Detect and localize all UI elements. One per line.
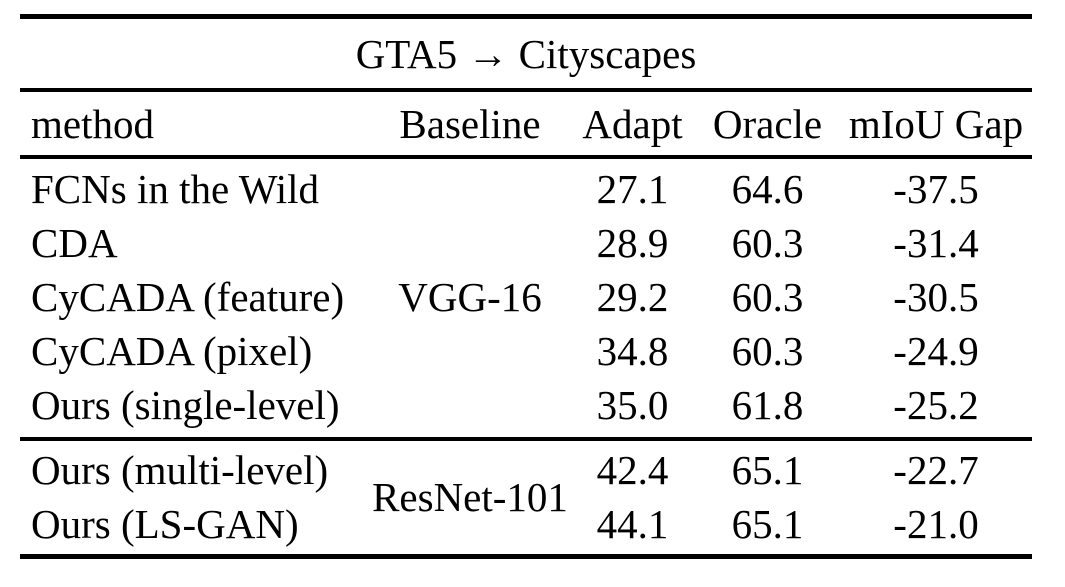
miou-gap-value: -37.5 xyxy=(893,166,979,212)
top-rule xyxy=(20,14,1032,19)
group-separator-rule xyxy=(20,437,1032,441)
column-header-baseline: Baseline xyxy=(399,100,541,147)
header-separator-rule xyxy=(20,155,1032,159)
oracle-value: 65.1 xyxy=(731,447,804,493)
table-body-group-resnet101: ResNet-101 Ours (multi-level) 42.4 65.1 … xyxy=(20,441,1032,554)
oracle-value: 65.1 xyxy=(731,501,804,547)
oracle-value: 64.6 xyxy=(731,166,804,212)
adapt-value: 27.1 xyxy=(596,166,669,212)
column-header-method: method xyxy=(31,100,154,147)
title-separator-rule xyxy=(20,88,1032,92)
oracle-value: 60.3 xyxy=(731,328,804,374)
method-cell: Ours (LS-GAN) xyxy=(31,501,299,547)
table-header-row: method Baseline Adapt Oracle mIoU Gap xyxy=(20,92,1032,155)
method-cell: CDA xyxy=(31,220,118,266)
method-cell: CyCADA (pixel) xyxy=(31,328,313,374)
oracle-value: 61.8 xyxy=(731,382,804,428)
adapt-value: 42.4 xyxy=(596,447,669,493)
miou-gap-value: -24.9 xyxy=(893,328,979,374)
table-title-row: GTA5 → Cityscapes xyxy=(20,19,1032,88)
miou-gap-value: -30.5 xyxy=(893,274,979,320)
table-body-group-vgg16: VGG-16 FCNs in the Wild 27.1 64.6 -37.5 … xyxy=(20,159,1032,437)
method-cell: CyCADA (feature) xyxy=(31,274,345,320)
baseline-cell: ResNet-101 xyxy=(372,474,568,520)
baseline-cell: VGG-16 xyxy=(398,274,542,320)
oracle-value: 60.3 xyxy=(731,220,804,266)
adapt-value: 29.2 xyxy=(596,274,669,320)
bottom-rule xyxy=(20,554,1032,559)
results-table: GTA5 → Cityscapes method Baseline Adapt … xyxy=(20,14,1032,559)
adapt-value: 44.1 xyxy=(596,501,669,547)
adapt-value: 35.0 xyxy=(596,382,669,428)
method-cell: Ours (multi-level) xyxy=(31,447,329,493)
method-cell: Ours (single-level) xyxy=(31,382,340,428)
table-title: GTA5 → Cityscapes xyxy=(355,30,697,77)
adapt-value: 28.9 xyxy=(596,220,669,266)
column-header-miou-gap: mIoU Gap xyxy=(848,100,1024,147)
method-cell: FCNs in the Wild xyxy=(31,166,320,212)
miou-gap-value: -21.0 xyxy=(893,501,979,547)
oracle-value: 60.3 xyxy=(731,274,804,320)
miou-gap-value: -22.7 xyxy=(893,447,979,493)
adapt-value: 34.8 xyxy=(596,328,669,374)
column-header-oracle: Oracle xyxy=(712,100,823,147)
miou-gap-value: -25.2 xyxy=(893,382,979,428)
column-header-adapt: Adapt xyxy=(582,100,683,147)
miou-gap-value: -31.4 xyxy=(893,220,979,266)
